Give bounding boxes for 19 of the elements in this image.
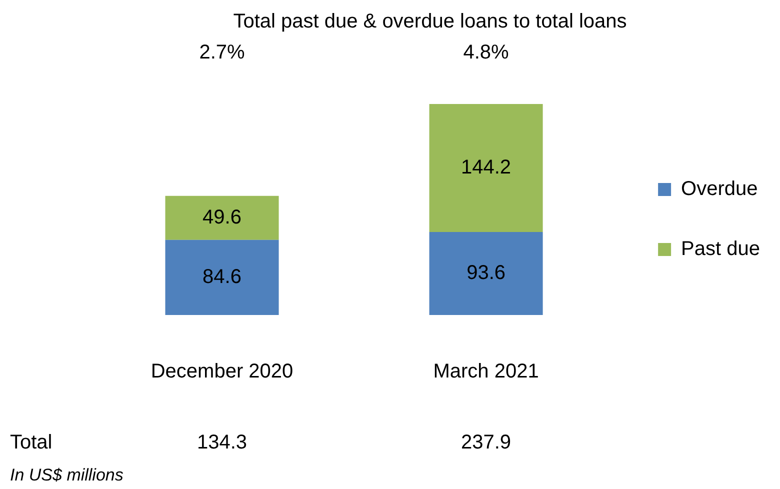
text: 4.8% [463,42,510,64]
text: 134.3 [196,432,248,454]
bar [429,232,543,315]
bar [165,240,279,315]
bar [429,104,543,232]
text: 237.9 [461,432,512,454]
x-tick-label: December 2020 [150,360,294,383]
bar [165,196,279,240]
text: Total [10,432,52,454]
x-tick-label: March 2021 [433,360,539,383]
data-label: 144.2 [461,156,512,178]
legend-label: Overdue [681,178,758,200]
text: 2.7% [199,42,246,64]
data-label: 49.6 [202,206,242,228]
chart-title: Total past due & overdue loans to total loans [233,10,627,33]
legend-label: Past due [681,238,760,260]
data-label: 93.6 [466,262,506,284]
data-label: 84.6 [202,266,242,288]
text: In US$ millions [10,466,124,485]
